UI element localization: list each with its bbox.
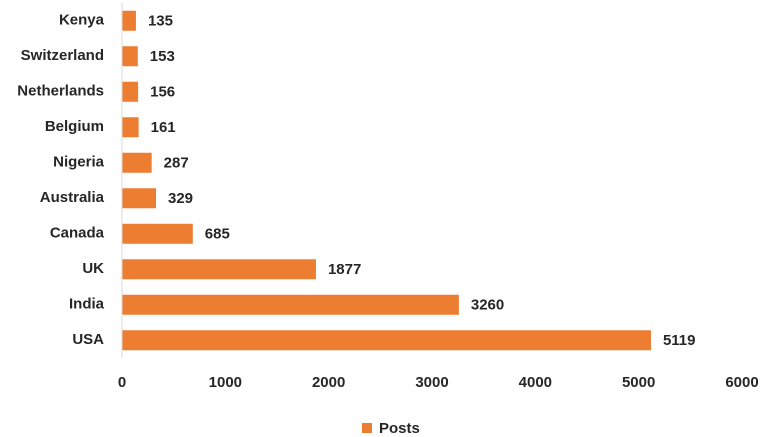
- y-tick-label: UK: [82, 260, 104, 277]
- data-label: 135: [148, 13, 173, 30]
- bar: [122, 152, 152, 173]
- x-tick-label: 3000: [415, 374, 448, 391]
- y-tick-label: India: [69, 296, 105, 313]
- y-tick-label: USA: [72, 331, 104, 348]
- data-label: 5119: [663, 332, 696, 349]
- data-label: 3260: [471, 297, 504, 314]
- bar: [122, 117, 139, 138]
- x-tick-label: 4000: [519, 374, 552, 391]
- bar: [122, 81, 139, 102]
- y-tick-label: Switzerland: [21, 47, 104, 64]
- data-label: 153: [150, 48, 175, 65]
- bar: [122, 330, 651, 351]
- x-tick-label: 1000: [209, 374, 242, 391]
- y-tick-label: Netherlands: [17, 83, 104, 100]
- y-tick-label: Belgium: [45, 118, 104, 135]
- bar: [122, 223, 193, 244]
- bar: [122, 10, 136, 31]
- data-label: 685: [205, 226, 230, 243]
- data-label: 329: [168, 190, 193, 207]
- data-label: 156: [150, 84, 175, 101]
- legend-swatch: [362, 423, 372, 433]
- y-tick-label: Australia: [40, 189, 105, 206]
- x-tick-label: 5000: [622, 374, 655, 391]
- x-tick-label: 0: [118, 374, 126, 391]
- y-tick-label: Nigeria: [53, 154, 105, 171]
- data-label: 161: [151, 119, 176, 136]
- y-tick-label: Canada: [50, 225, 105, 242]
- bar: [122, 259, 316, 280]
- data-label: 287: [164, 155, 189, 172]
- legend-label: Posts: [379, 420, 420, 437]
- x-tick-label: 2000: [312, 374, 345, 391]
- x-tick-label: 6000: [725, 374, 758, 391]
- bar: [122, 188, 156, 209]
- y-tick-label: Kenya: [59, 12, 105, 29]
- bar: [122, 294, 459, 315]
- data-label: 1877: [328, 261, 361, 278]
- bar: [122, 46, 138, 67]
